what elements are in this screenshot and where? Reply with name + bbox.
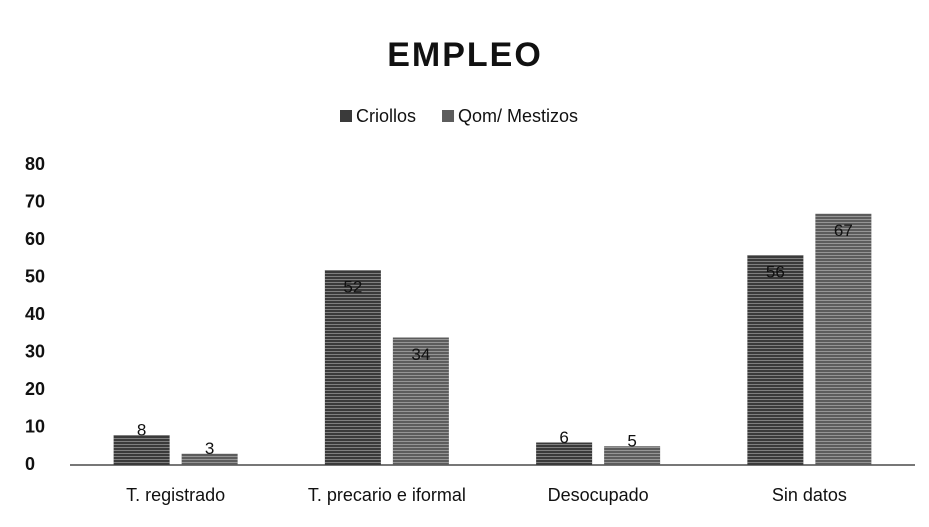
legend-label: Criollos [356,106,416,126]
y-tick-label: 70 [25,191,45,211]
data-label: 5 [627,432,636,451]
legend: Criollos Qom/ Mestizos [340,106,578,126]
bar-hatch [536,442,593,465]
legend-swatch [340,110,352,122]
bar-hatch [815,213,872,465]
bar-hatch [604,446,661,465]
bar-hatch [392,337,449,465]
y-tick-label: 50 [25,266,45,286]
y-tick-label: 40 [25,304,45,324]
data-label: 34 [411,345,430,364]
y-tick-label: 20 [25,379,45,399]
legend-swatch [442,110,455,122]
data-label: 67 [834,221,853,240]
y-tick-label: 60 [25,229,45,249]
x-tick-label: Sin datos [772,485,847,505]
bar-hatch [113,435,170,465]
y-tick-label: 10 [25,416,45,436]
data-label: 6 [559,428,568,447]
chart-title: EMPLEO [387,36,543,74]
data-label: 56 [766,262,785,281]
legend-label: Qom/ Mestizos [458,106,578,126]
y-tick-label: 0 [25,454,35,474]
y-tick-label: 30 [25,341,45,361]
y-tick-label: 80 [25,154,45,174]
bar-hatch [324,270,381,465]
bar-hatch [181,453,238,465]
data-label: 8 [137,420,146,439]
x-tick-label: T. precario e iformal [308,485,466,505]
data-label: 3 [205,439,214,458]
x-tick-label: Desocupado [548,485,649,505]
data-label: 52 [343,277,362,296]
bar-hatch [747,255,804,465]
x-tick-label: T. registrado [126,485,225,505]
